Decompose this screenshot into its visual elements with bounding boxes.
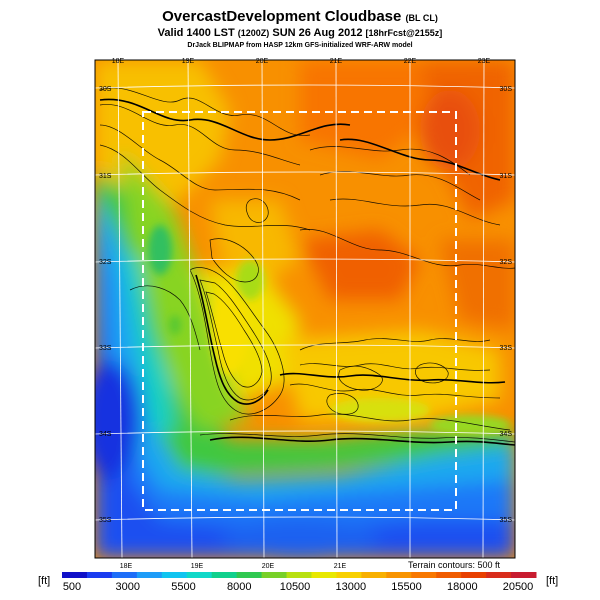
lon-label-bottom: 19E [191, 563, 204, 570]
terrain-contour-note: Terrain contours: 500 ft [408, 560, 501, 570]
colorbar-swatch [336, 572, 362, 578]
lat-label-left: 32S [99, 259, 112, 266]
colorbar-unit-left: [ft] [38, 575, 50, 587]
colorbar-swatch [386, 572, 412, 578]
colorbar-tick-label: 5500 [171, 581, 195, 593]
colorbar [62, 572, 537, 578]
colorbar-swatch [211, 572, 238, 578]
cloudbase-field [95, 60, 515, 558]
lat-label-right: 35S [500, 517, 513, 524]
colorbar-tick-label: 13000 [336, 581, 367, 593]
colorbar-swatch [361, 572, 387, 578]
colorbar-tick-label: 15500 [391, 581, 422, 593]
colorbar-swatch [461, 572, 487, 578]
colorbar-swatch [486, 572, 512, 578]
valid-time: Valid 1400 LST (1200Z) SUN 26 Aug 2012 [… [157, 27, 443, 39]
major-contours [99, 98, 515, 446]
colorbar-tick-label: 8000 [227, 581, 251, 593]
colorbar-swatch [236, 572, 263, 578]
lon-label-top: 22E [404, 58, 417, 65]
colorbar-swatch [186, 572, 213, 578]
lat-label-left: 35S [99, 517, 112, 524]
lat-label-right: 34S [500, 431, 513, 438]
lon-label-top: 18E [112, 58, 125, 65]
lon-label-top: 23E [478, 58, 491, 65]
colorbar-swatch [261, 572, 288, 578]
colorbar-tick-label: 500 [63, 581, 81, 593]
colorbar-tick-label: 20500 [503, 581, 534, 593]
lon-label-top: 19E [182, 58, 195, 65]
colorbar-swatch [62, 572, 88, 578]
chart-title: OvercastDevelopment Cloudbase (BL CL) [162, 8, 438, 25]
colorbar-swatch [436, 572, 462, 578]
colorbar-tick-label: 18000 [447, 581, 478, 593]
lat-label-left: 33S [99, 345, 112, 352]
colorbar-swatch [86, 572, 113, 578]
lat-label-right: 32S [500, 259, 513, 266]
lon-label-bottom: 21E [334, 563, 347, 570]
lat-label-right: 31S [500, 173, 513, 180]
lon-label-top: 20E [256, 58, 269, 65]
lon-label-bottom: 20E [262, 563, 275, 570]
lat-label-right: 30S [500, 86, 513, 93]
colorbar-swatch [136, 572, 163, 578]
model-credit: DrJack BLIPMAP from HASP 12km GFS-initia… [187, 42, 413, 49]
lon-label-top: 21E [330, 58, 343, 65]
map-frame [94, 59, 516, 559]
colorbar-swatch [161, 572, 188, 578]
colorbar-unit-right: [ft] [546, 575, 558, 587]
lat-label-left: 31S [99, 173, 112, 180]
colorbar-tick-label: 10500 [280, 581, 311, 593]
terrain-contours [99, 87, 515, 443]
graticule [95, 60, 515, 558]
lon-label-bottom: 18E [120, 563, 133, 570]
colorbar-swatch [411, 572, 437, 578]
inner-domain-box [142, 111, 457, 511]
colorbar-swatch [111, 572, 138, 578]
lat-label-left: 34S [99, 431, 112, 438]
colorbar-swatch [286, 572, 312, 578]
colorbar-swatch [311, 572, 337, 578]
lat-label-right: 33S [500, 345, 513, 352]
colorbar-swatch [511, 572, 537, 578]
lat-label-left: 30S [99, 86, 112, 93]
colorbar-tick-label: 3000 [116, 581, 140, 593]
